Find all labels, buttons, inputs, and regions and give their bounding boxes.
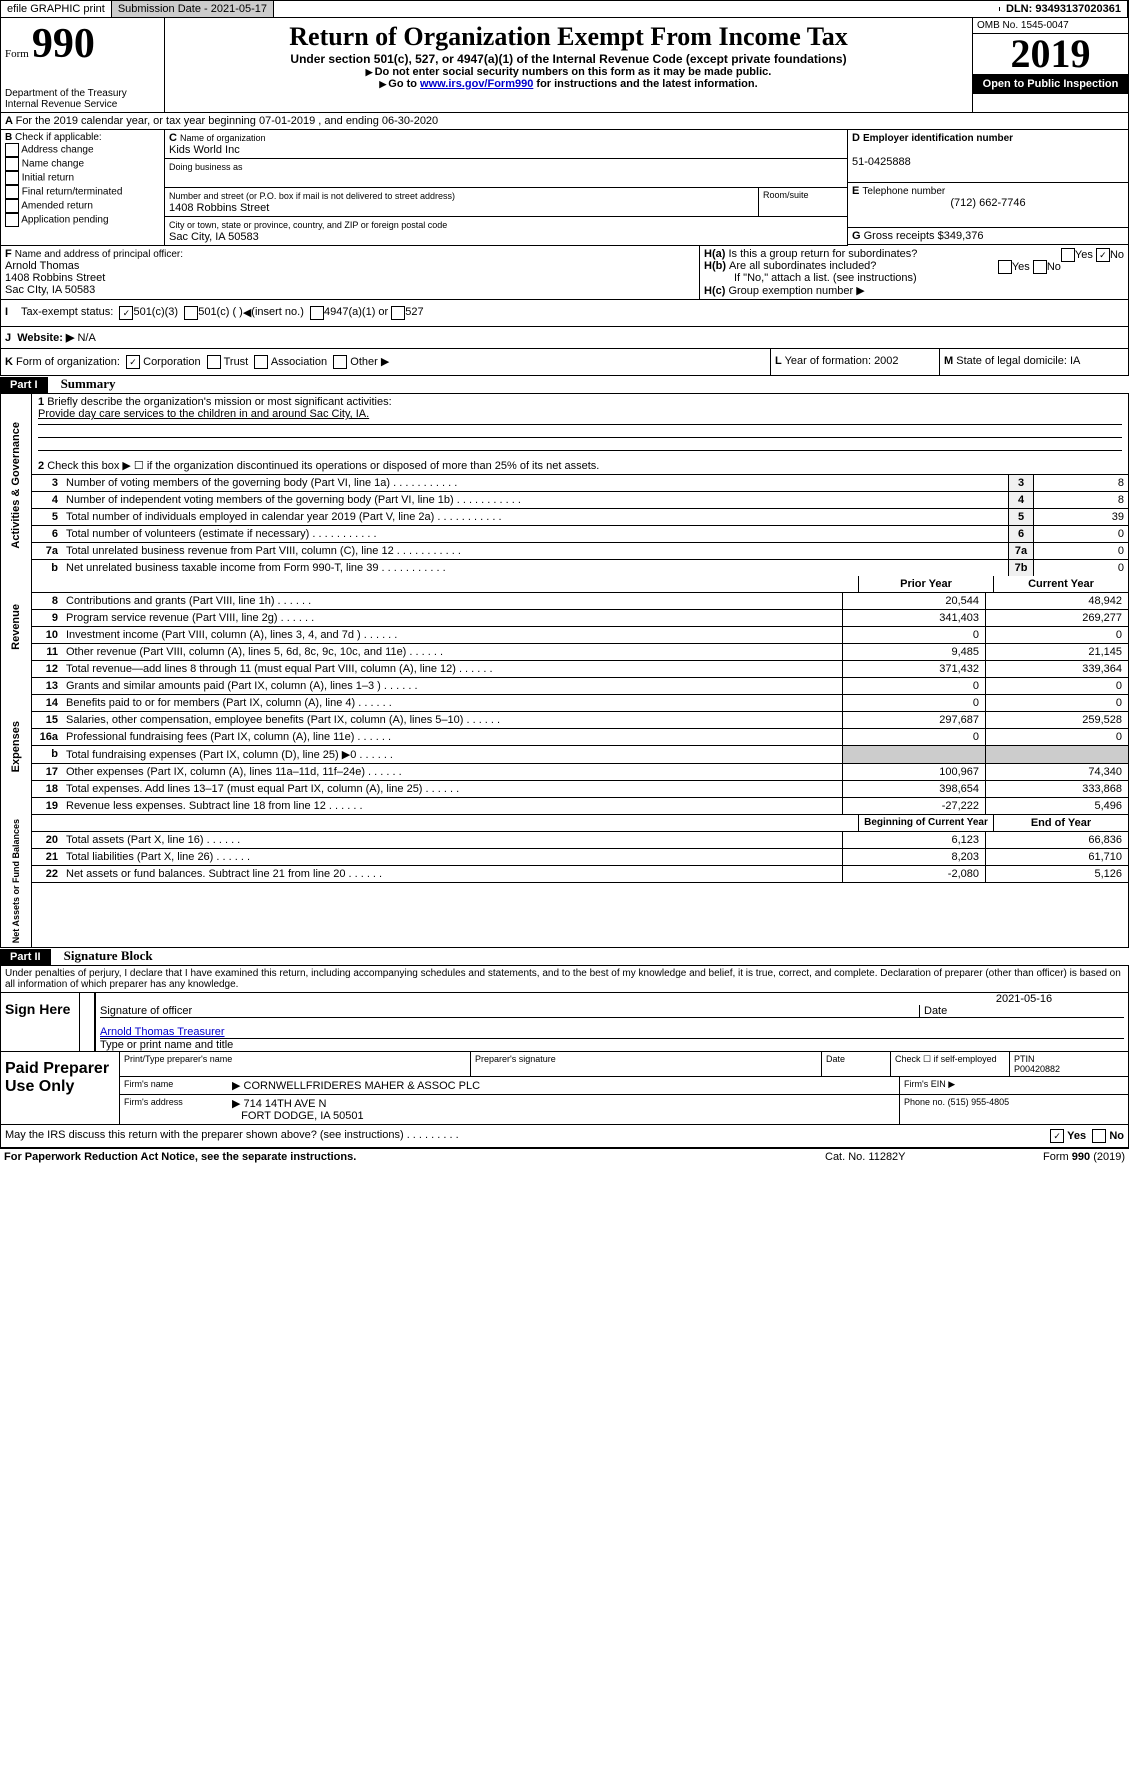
org-city: Sac City, IA 50583 bbox=[169, 231, 259, 243]
form-subtitle: Under section 501(c), 527, or 4947(a)(1)… bbox=[173, 52, 964, 66]
line-I: ITax-exempt status: ✓ 501(c)(3) 501(c) (… bbox=[0, 300, 1129, 327]
part1-body: Activities & Governance 1 Briefly descri… bbox=[0, 393, 1129, 576]
fh-block: F Name and address of principal officer:… bbox=[0, 246, 1129, 300]
open-public: Open to Public Inspection bbox=[973, 74, 1128, 94]
paid-preparer-block: Paid Preparer Use Only Print/Type prepar… bbox=[0, 1052, 1129, 1125]
form990-link[interactable]: www.irs.gov/Form990 bbox=[420, 78, 533, 90]
submission-date: Submission Date - 2021-05-17 bbox=[112, 1, 274, 17]
efile-label: efile GRAPHIC print bbox=[1, 1, 112, 17]
expenses-block: Expenses 13Grants and similar amounts pa… bbox=[0, 678, 1129, 815]
tax-year: 2019 bbox=[973, 34, 1128, 74]
form-number: 990 bbox=[32, 21, 95, 67]
line-J: J Website: ▶ N/A bbox=[0, 327, 1129, 349]
form-title: Return of Organization Exempt From Incom… bbox=[173, 22, 964, 52]
top-bar: efile GRAPHIC print Submission Date - 20… bbox=[0, 0, 1129, 18]
sign-here-block: Sign Here 2021-05-16 Signature of office… bbox=[0, 993, 1129, 1052]
netassets-block: Net Assets or Fund Balances Beginning of… bbox=[0, 815, 1129, 948]
form-header: Form 990 Department of the Treasury Inte… bbox=[0, 18, 1129, 113]
phone: (712) 662-7746 bbox=[852, 197, 1124, 209]
section-C: C Name of organization Kids World Inc Do… bbox=[164, 130, 847, 246]
bcdeg-block: B Check if applicable: Address change Na… bbox=[0, 130, 1129, 246]
officer-link[interactable]: Arnold Thomas Treasurer bbox=[100, 1026, 225, 1038]
discuss-line: May the IRS discuss this return with the… bbox=[0, 1125, 1129, 1149]
perjury: Under penalties of perjury, I declare th… bbox=[0, 965, 1129, 993]
form-label: Form bbox=[5, 48, 29, 60]
form-note2: Go to www.irs.gov/Form990 for instructio… bbox=[173, 78, 964, 90]
dept-label: Department of the Treasury Internal Reve… bbox=[5, 88, 160, 110]
line-A: A For the 2019 calendar year, or tax yea… bbox=[0, 113, 1129, 130]
org-address: 1408 Robbins Street bbox=[169, 202, 269, 214]
part1-header: Part I bbox=[0, 377, 48, 393]
org-name: Kids World Inc bbox=[169, 144, 240, 156]
ein: 51-0425888 bbox=[852, 156, 911, 168]
line-KLM: K Form of organization: ✓ Corporation Tr… bbox=[0, 349, 1129, 376]
footer: For Paperwork Reduction Act Notice, see … bbox=[0, 1149, 1129, 1165]
dln: DLN: 93493137020361 bbox=[1000, 1, 1128, 17]
mission: Provide day care services to the childre… bbox=[38, 408, 369, 420]
part2-header: Part II bbox=[0, 949, 51, 965]
form-note1: Do not enter social security numbers on … bbox=[173, 66, 964, 78]
revenue-block: Revenue Prior Year Current Year 8Contrib… bbox=[0, 576, 1129, 678]
section-B: B Check if applicable: Address change Na… bbox=[0, 130, 164, 246]
gross-receipts: 349,376 bbox=[944, 230, 984, 242]
